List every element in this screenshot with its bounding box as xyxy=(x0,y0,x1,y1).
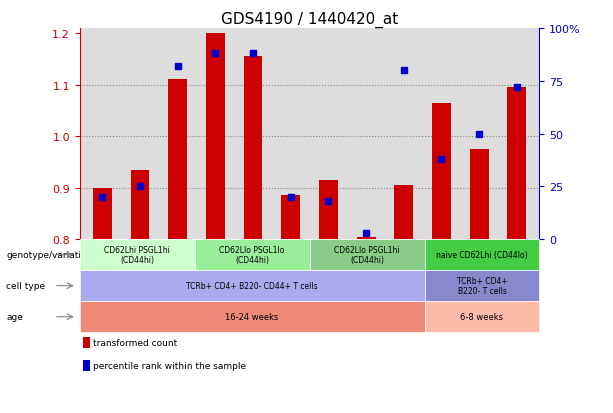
Text: naive CD62Lhi (CD44lo): naive CD62Lhi (CD44lo) xyxy=(436,251,528,259)
Bar xyxy=(206,34,225,240)
Bar xyxy=(168,80,187,240)
Bar xyxy=(470,150,489,240)
Bar xyxy=(131,170,150,240)
Text: TCRb+ CD4+ B220- CD44+ T cells: TCRb+ CD4+ B220- CD44+ T cells xyxy=(186,282,318,290)
Bar xyxy=(281,196,300,240)
Text: transformed count: transformed count xyxy=(93,338,177,347)
Text: cell type: cell type xyxy=(6,282,45,290)
Bar xyxy=(93,188,112,240)
Text: percentile rank within the sample: percentile rank within the sample xyxy=(93,361,246,370)
Bar xyxy=(357,237,376,240)
Bar xyxy=(319,180,338,240)
Title: GDS4190 / 1440420_at: GDS4190 / 1440420_at xyxy=(221,12,398,28)
Text: 16-24 weeks: 16-24 weeks xyxy=(226,313,279,321)
Text: 6-8 weeks: 6-8 weeks xyxy=(460,313,503,321)
Text: CD62Llo PSGL1lo
(CD44hi): CD62Llo PSGL1lo (CD44hi) xyxy=(219,245,285,265)
Text: TCRb+ CD4+
B220- T cells: TCRb+ CD4+ B220- T cells xyxy=(457,276,508,296)
Bar xyxy=(432,103,451,240)
Text: age: age xyxy=(6,313,23,321)
Bar xyxy=(394,185,413,240)
Text: CD62Llo PSGL1hi
(CD44hi): CD62Llo PSGL1hi (CD44hi) xyxy=(334,245,400,265)
Bar xyxy=(508,88,526,240)
Bar xyxy=(243,57,262,240)
Text: genotype/variation: genotype/variation xyxy=(6,251,93,259)
Text: CD62Lhi PSGL1hi
(CD44hi): CD62Lhi PSGL1hi (CD44hi) xyxy=(104,245,170,265)
